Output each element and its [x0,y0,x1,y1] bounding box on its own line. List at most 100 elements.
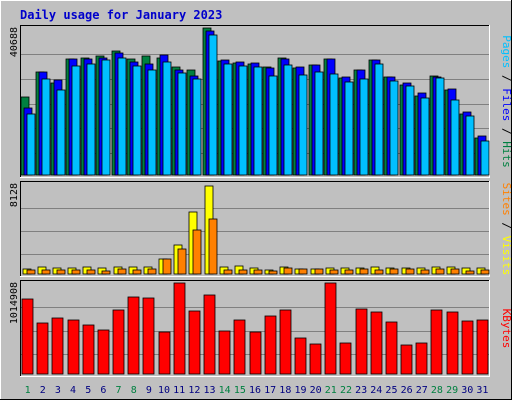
bar-sites-day-2 [41,269,51,275]
bar-sites-day-11 [177,248,187,275]
bar-sites-day-28 [435,268,445,275]
bar-pages-day-30 [465,115,475,176]
bar-kbytes-day-21 [324,282,337,375]
bar-kbytes-day-26 [400,344,413,375]
panel-middle-max-label: 8128 [9,183,20,207]
bar-pages-day-19 [298,74,308,176]
day-label-14: 14 [219,385,231,396]
day-label-4: 4 [70,385,76,396]
day-label-28: 28 [431,385,443,396]
panel-top-max-label: 40688 [9,27,20,57]
bar-sites-day-6 [101,270,111,275]
bar-pages-day-31 [480,140,490,176]
bar-sites-day-1 [26,269,36,275]
day-label-11: 11 [173,385,185,396]
bar-sites-day-4 [71,269,81,275]
panel-middle: 8128 Sites / Visits [9,181,512,277]
panel-middle-area [20,181,490,277]
bar-kbytes-day-11 [173,282,186,375]
panel-bottom: 1014908 KBytes [9,280,512,377]
bar-pages-day-8 [132,65,142,176]
bar-sites-day-15 [238,269,248,275]
day-label-29: 29 [446,385,458,396]
day-labels: 1 2 3 4 5 6 7 8 9 10 11 12 13 14 15 16 17 18 19 20 21 22 23 24 2… [25,385,489,396]
bar-pages-day-28 [435,77,445,176]
bar-sites-day-17 [268,270,278,275]
bar-sites-day-8 [132,269,142,275]
bar-kbytes-day-8 [127,296,140,375]
day-label-24: 24 [370,385,382,396]
day-label-19: 19 [294,385,306,396]
day-label-12: 12 [188,385,200,396]
bar-kbytes-day-17 [264,315,277,375]
bar-pages-day-21 [329,73,339,176]
bar-sites-day-16 [253,269,263,275]
bar-pages-day-9 [147,69,157,176]
day-label-18: 18 [279,385,291,396]
panel-top-legend: Pages / Files / Hits [500,35,512,168]
legend-files: Files [500,88,512,121]
bar-pages-day-24 [374,63,384,176]
bar-sites-day-7 [117,268,127,275]
bar-kbytes-day-15 [233,319,246,375]
bar-pages-day-17 [268,75,278,176]
bar-kbytes-day-9 [142,297,155,375]
bar-sites-day-14 [223,269,233,275]
day-label-2: 2 [40,385,46,396]
day-label-5: 5 [85,385,91,396]
bar-kbytes-day-27 [415,342,428,375]
legend-hits: Hits [500,141,512,168]
bar-sites-day-26 [405,268,415,275]
day-label-15: 15 [234,385,246,396]
bar-kbytes-day-14 [218,330,231,375]
bar-pages-day-16 [253,66,263,176]
bar-sites-day-21 [329,269,339,275]
bar-kbytes-day-6 [97,329,110,375]
bar-pages-day-22 [344,81,354,176]
legend-separator: / [500,216,512,236]
bar-pages-day-7 [117,57,127,176]
bar-kbytes-day-18 [279,309,292,375]
bar-kbytes-day-24 [370,311,383,375]
day-label-10: 10 [158,385,170,396]
bar-pages-day-20 [314,71,324,176]
panel-bottom-max-label: 1014908 [9,282,20,324]
day-label-9: 9 [146,385,152,396]
day-label-3: 3 [55,385,61,396]
legend-separator: / [500,121,512,141]
day-label-25: 25 [385,385,397,396]
bar-kbytes-day-25 [385,321,398,375]
day-label-20: 20 [310,385,322,396]
bar-sites-day-19 [298,268,308,275]
bar-pages-day-4 [71,65,81,176]
legend-pages: Pages [500,35,512,68]
bar-kbytes-day-31 [476,319,489,375]
bar-sites-day-30 [465,270,475,275]
bar-sites-day-25 [389,268,399,275]
bar-pages-day-23 [359,78,369,176]
day-label-7: 7 [116,385,122,396]
bar-pages-day-2 [41,78,51,176]
bar-kbytes-day-30 [461,320,474,375]
legend-visits: Visits [500,236,512,276]
legend-separator: / [500,68,512,88]
day-label-8: 8 [131,385,137,396]
day-label-26: 26 [401,385,413,396]
bar-pages-day-1 [26,113,36,176]
bar-kbytes-day-3 [51,317,64,375]
day-label-30: 30 [461,385,473,396]
bar-kbytes-day-23 [355,308,368,375]
bar-kbytes-day-19 [294,337,307,375]
legend-sites: Sites [500,183,512,216]
bar-sites-day-5 [86,269,96,275]
day-label-17: 17 [264,385,276,396]
bar-pages-day-11 [177,72,187,176]
bar-pages-day-27 [420,97,430,176]
bar-sites-day-27 [420,269,430,275]
bar-sites-day-10 [162,258,172,275]
day-label-23: 23 [355,385,367,396]
bar-sites-day-13 [208,218,218,275]
bar-sites-day-18 [283,267,293,275]
bar-pages-day-10 [162,61,172,176]
